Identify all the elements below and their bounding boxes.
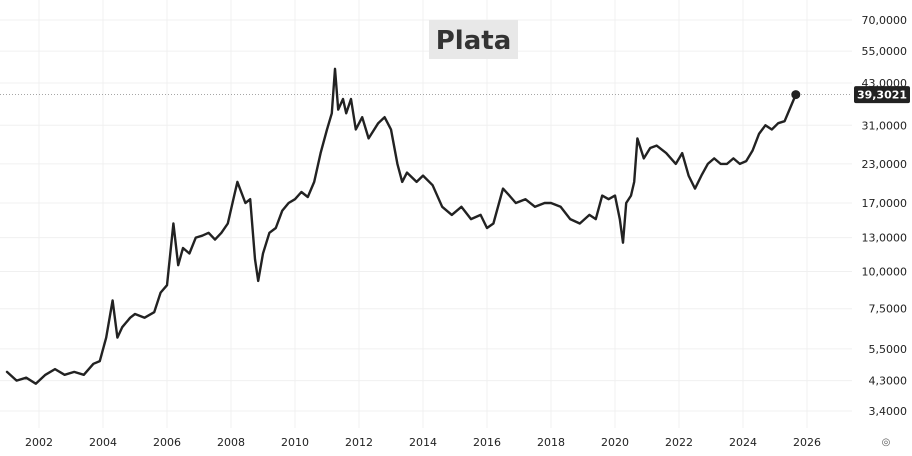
x-tick-label: 2002 — [25, 436, 53, 449]
x-tick-label: 2006 — [153, 436, 181, 449]
horizontal-gridlines — [0, 19, 852, 412]
x-tick-label: 2008 — [217, 436, 245, 449]
last-value-label: 39,3021 — [857, 89, 907, 102]
chart-title-box: Plata — [429, 20, 518, 59]
y-tick-label: 55,0000 — [862, 45, 908, 58]
y-tick-label: 70,0000 — [862, 14, 908, 27]
silver-price-line — [5, 67, 797, 385]
x-axis-tick-labels: 2002 2004 2006 2008 2010 2012 2014 2016 2018 2020… — [25, 436, 821, 449]
last-value-badge-background — [854, 86, 910, 104]
x-tick-label: 2004 — [89, 436, 117, 449]
x-tick-label: 2016 — [473, 436, 501, 449]
y-tick-label: 13,0000 — [862, 232, 908, 245]
vertical-gridlines — [38, 0, 808, 428]
x-tick-label: 2012 — [345, 436, 373, 449]
y-tick-label: 4,3000 — [869, 375, 908, 388]
x-tick-label: 2024 — [729, 436, 757, 449]
chart-title: Plata — [436, 26, 512, 56]
x-tick-label: 2026 — [793, 436, 821, 449]
y-tick-label: 31,0000 — [862, 119, 908, 132]
chart-title-background — [429, 20, 518, 59]
x-tick-label: 2022 — [665, 436, 693, 449]
y-tick-label: 7,5000 — [869, 303, 908, 316]
y-tick-label: 17,0000 — [862, 197, 908, 210]
x-tick-label: 2020 — [601, 436, 629, 449]
x-tick-label: 2014 — [409, 436, 437, 449]
y-tick-label: 23,0000 — [862, 158, 908, 171]
last-value-badge: 39,3021 — [854, 86, 910, 104]
x-tick-label: 2010 — [281, 436, 309, 449]
chart-settings-icon[interactable]: ◎ — [882, 437, 891, 448]
y-tick-label: 3,4000 — [869, 405, 908, 418]
y-tick-label: 5,5000 — [869, 343, 908, 356]
y-tick-label: 10,0000 — [862, 266, 908, 279]
last-price-point — [791, 90, 801, 100]
y-axis-tick-labels: 70,000055,000043,000031,000023,000017,00… — [862, 14, 908, 418]
x-tick-label: 2018 — [537, 436, 565, 449]
